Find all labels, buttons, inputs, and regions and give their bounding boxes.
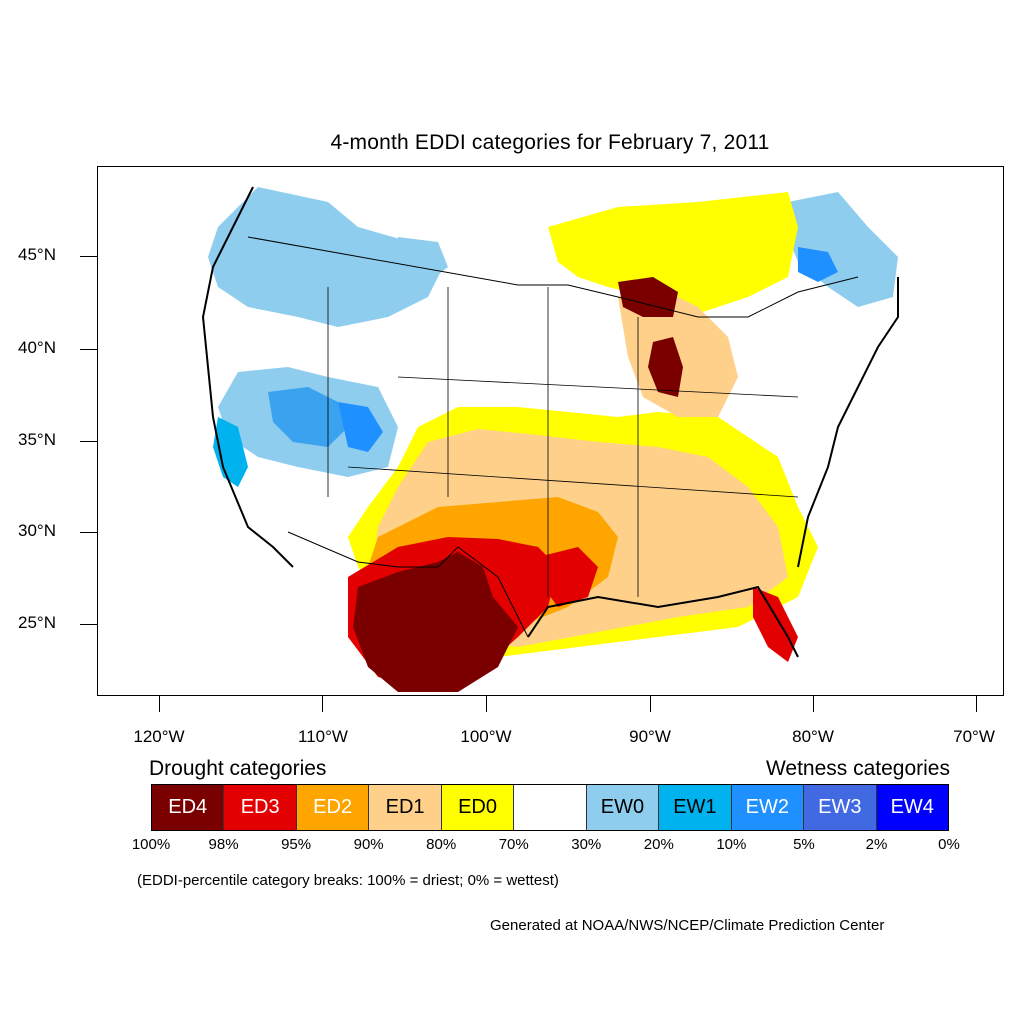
map-title: 4-month EDDI categories for February 7, … — [330, 131, 770, 154]
lon-label-100: 100°W — [460, 727, 512, 746]
lat-tick-45 — [80, 256, 97, 257]
wet-region-california — [213, 417, 248, 487]
pct-label: 100% — [131, 836, 171, 853]
drought-regions — [348, 192, 818, 692]
lon-label-120: 120°W — [133, 727, 185, 746]
lon-tick-110 — [322, 696, 323, 712]
pct-label: 98% — [208, 836, 239, 853]
drought-heading: Drought categories — [149, 757, 327, 780]
us-mexico-border — [287, 531, 529, 638]
lat-tick-30 — [80, 532, 97, 533]
pct-label: 70% — [498, 836, 529, 853]
wet-region-northeast — [788, 192, 898, 307]
wet-region-northwest — [208, 187, 443, 327]
pct-label: 5% — [793, 836, 815, 853]
lat-label-30: 30°N — [18, 521, 56, 540]
ed4-region-superior — [618, 277, 678, 317]
pct-label: 95% — [281, 836, 312, 853]
legend-ew0: EW0 — [586, 785, 660, 830]
lon-tick-80 — [813, 696, 814, 712]
pct-label: 20% — [643, 836, 674, 853]
lat-tick-25 — [80, 624, 97, 625]
lon-tick-100 — [486, 696, 487, 712]
coastline-east — [797, 277, 899, 568]
lon-label-90: 90°W — [629, 727, 671, 746]
legend-ew3: EW3 — [804, 785, 877, 830]
legend-ed3: ED3 — [224, 785, 297, 830]
legend-ed0: ED0 — [441, 785, 515, 830]
lon-label-80: 80°W — [792, 727, 834, 746]
wetness-heading: Wetness categories — [765, 757, 950, 780]
coastline-west — [201, 186, 294, 568]
lon-tick-70 — [976, 696, 977, 712]
ed4-region-michigan — [648, 337, 683, 397]
pct-label: 2% — [865, 836, 888, 853]
lat-label-25: 25°N — [18, 613, 56, 632]
legend-ew4: EW4 — [876, 785, 948, 830]
lon-tick-90 — [650, 696, 651, 712]
pct-label: 90% — [353, 836, 384, 853]
ed3-region-florida — [753, 587, 798, 662]
legend-ew1: EW1 — [659, 785, 732, 830]
legend-neutral — [514, 785, 587, 830]
legend-ed1: ED1 — [369, 785, 442, 830]
map-borders — [201, 186, 899, 658]
lon-tick-120 — [159, 696, 160, 712]
lat-tick-35 — [80, 441, 97, 442]
eddi-map — [201, 186, 899, 692]
wet-region-northeast-core — [798, 247, 838, 282]
us-canada-border — [247, 236, 859, 318]
credit-line: Generated at NOAA/NWS/NCEP/Climate Predi… — [490, 917, 885, 934]
pct-label: 0% — [938, 836, 960, 853]
ed3-region-louisiana — [538, 547, 598, 607]
state-line-a — [327, 287, 799, 597]
lon-label-110: 110°W — [298, 727, 348, 746]
gulf-coast — [527, 585, 799, 658]
legend-ed4: ED4 — [152, 785, 225, 830]
ed4-region-mexico — [353, 552, 518, 692]
lat-label-40: 40°N — [18, 338, 56, 357]
legend-ew2: EW2 — [731, 785, 805, 830]
lat-label-45: 45°N — [18, 245, 56, 264]
pct-label: 10% — [716, 836, 747, 853]
pct-label: 30% — [571, 836, 602, 853]
map-frame — [97, 166, 1004, 696]
lat-tick-40 — [80, 349, 97, 350]
legend-bar: ED4 ED3 ED2 ED1 ED0 EW0 EW1 EW2 EW3 EW4 — [151, 784, 949, 831]
pct-label: 80% — [426, 836, 457, 853]
category-break-note: (EDDI-percentile category breaks: 100% =… — [137, 872, 559, 889]
lat-label-35: 35°N — [18, 430, 56, 449]
legend-ed2: ED2 — [296, 785, 370, 830]
lon-label-70: 70°W — [953, 727, 995, 746]
wet-region-nevada — [338, 402, 383, 452]
ed0-region-north — [548, 192, 798, 317]
